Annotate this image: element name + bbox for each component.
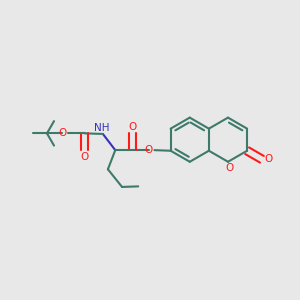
Text: O: O	[80, 152, 88, 162]
Text: O: O	[128, 122, 136, 132]
Text: O: O	[144, 145, 153, 154]
Text: NH: NH	[94, 123, 110, 133]
Text: O: O	[58, 128, 66, 138]
Text: O: O	[225, 163, 234, 173]
Text: O: O	[265, 154, 273, 164]
